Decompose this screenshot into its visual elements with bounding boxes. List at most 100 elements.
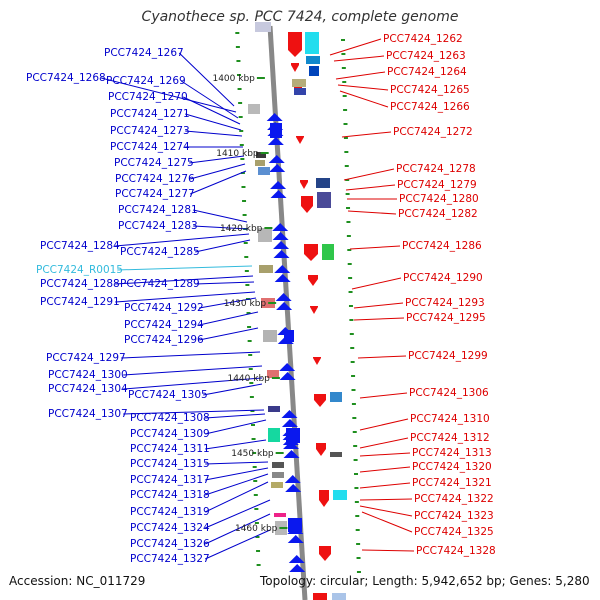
- forward-arrow: [273, 250, 290, 258]
- right-leader-line: [359, 466, 411, 473]
- right-gene-label: PCC7424_1282: [398, 208, 478, 220]
- right-leader-line: [347, 210, 397, 215]
- left-gene-label: PCC7424_1296: [124, 334, 204, 346]
- left-gene-label: PCC7424_1317: [130, 474, 210, 486]
- left-gene-label: PCC7424_1283: [118, 220, 198, 232]
- forward-arrow: [279, 372, 296, 380]
- gene-block: [258, 228, 272, 242]
- gene-block: [261, 298, 275, 308]
- scale-label: 1460 kbp: [235, 524, 278, 534]
- left-leader-line: [178, 52, 235, 107]
- forward-arrow: [275, 293, 292, 301]
- forward-arrow: [274, 265, 291, 273]
- right-gene-label: PCC7424_1313: [412, 447, 492, 459]
- right-gene-label: PCC7424_1286: [402, 240, 482, 252]
- forward-block: [288, 518, 302, 532]
- reverse-feature: [301, 196, 313, 213]
- gene-block: [305, 32, 319, 54]
- left-leader-line: [185, 113, 242, 131]
- left-gene-label: PCC7424_1268: [26, 72, 106, 84]
- left-gene-label: PCC7424_1305: [128, 389, 208, 401]
- reverse-feature: [319, 546, 331, 561]
- gene-block: [256, 152, 266, 158]
- forward-arrow: [272, 223, 289, 231]
- forward-arrow: [267, 137, 284, 145]
- left-leader-line: [205, 439, 267, 450]
- right-leader-line: [333, 55, 385, 62]
- right-gene-label: PCC7424_1310: [410, 413, 490, 425]
- scale-labels: 1400 kbp 1410 kbp 1420 kbp 1430 kbp 1440 kbp…: [212, 74, 288, 534]
- left-leader-line: [101, 77, 237, 113]
- right-gene-label: PCC7424_1293: [405, 297, 485, 309]
- reverse-feature: [288, 32, 302, 57]
- left-gene-label: PCC7424_1297: [46, 352, 126, 364]
- gene-block: [292, 79, 306, 87]
- forward-arrow: [268, 155, 285, 163]
- left-leader-line: [195, 239, 251, 253]
- scale-label: 1440 kbp: [227, 374, 270, 384]
- left-gene-label: PCC7424_1289: [120, 278, 200, 290]
- gene-block: [259, 265, 273, 273]
- gene-block: [272, 462, 284, 468]
- forward-arrow: [288, 555, 305, 563]
- gene-block: [316, 178, 330, 188]
- left-gene-label: PCC7424_1307: [48, 408, 128, 420]
- reverse-feature: [313, 593, 327, 600]
- reverse-feature: [296, 136, 304, 144]
- gene-block: [267, 370, 279, 378]
- reverse-feature: [308, 275, 318, 286]
- left-gene-label: PCC7424_1326: [130, 538, 210, 550]
- left-leader-line: [193, 209, 248, 223]
- left-leader-line: [205, 419, 267, 435]
- genome-backbone: [267, 25, 308, 600]
- right-gene-label: PCC7424_1290: [403, 272, 483, 284]
- left-leader-line: [205, 499, 271, 529]
- gene-block: [294, 88, 306, 95]
- left-gene-label: PCC7424_1267: [104, 47, 184, 59]
- forward-arrow: [281, 410, 298, 418]
- forward-arrow: [270, 181, 287, 189]
- reverse-feature: [313, 357, 321, 365]
- gene-block: [330, 452, 342, 457]
- left-gene-label: PCC7424_1274: [110, 141, 190, 153]
- gene-block: [263, 330, 277, 342]
- left-gene-label: PCC7424_1319: [130, 506, 210, 518]
- left-gene-label: PCC7424_1315: [130, 458, 210, 470]
- left-gene-label: PCC7424_1271: [110, 108, 190, 120]
- left-gene-label: PCC7424_1281: [118, 204, 198, 216]
- left-leader-line: [190, 163, 246, 180]
- left-leader-line: [199, 297, 257, 309]
- gene-block: [272, 472, 284, 478]
- right-gene-label: PCC7424_1272: [393, 126, 473, 138]
- right-leader-line: [359, 392, 408, 399]
- left-gene-label: PCC7424_1291: [40, 296, 120, 308]
- left-leader-line: [199, 311, 259, 326]
- scale-label: 1450 kbp: [231, 449, 274, 459]
- gene-block: [317, 192, 331, 208]
- gene-block: [330, 392, 342, 402]
- left-gene-label: PCC7424_1324: [130, 522, 210, 534]
- right-leader-line: [353, 317, 405, 321]
- right-gene-label: PCC7424_1278: [396, 163, 476, 175]
- gene-block: [271, 482, 283, 488]
- forward-arrow: [276, 302, 293, 310]
- forward-arrow: [283, 441, 300, 449]
- right-gene-label: PCC7424_1328: [416, 545, 496, 557]
- right-leader-line: [353, 302, 404, 309]
- right-leader-line: [343, 168, 395, 181]
- right-gene-label: PCC7424_1325: [414, 526, 494, 538]
- right-leader-line: [329, 38, 382, 56]
- left-gene-label: PCC7424_1304: [48, 383, 128, 395]
- reverse-feature: [291, 63, 299, 72]
- right-leader-line: [351, 277, 402, 290]
- forward-arrow: [273, 241, 290, 249]
- right-leader-line: [349, 245, 401, 250]
- left-leader-line: [115, 275, 254, 285]
- right-gene-labels: PCC7424_1262 PCC7424_1263 PCC7424_1264 PCC7…: [383, 33, 496, 557]
- left-leader-line: [117, 265, 253, 271]
- forward-arrow: [289, 564, 306, 572]
- left-leader-line: [195, 281, 255, 285]
- left-gene-label: PCC7424_1275: [114, 157, 194, 169]
